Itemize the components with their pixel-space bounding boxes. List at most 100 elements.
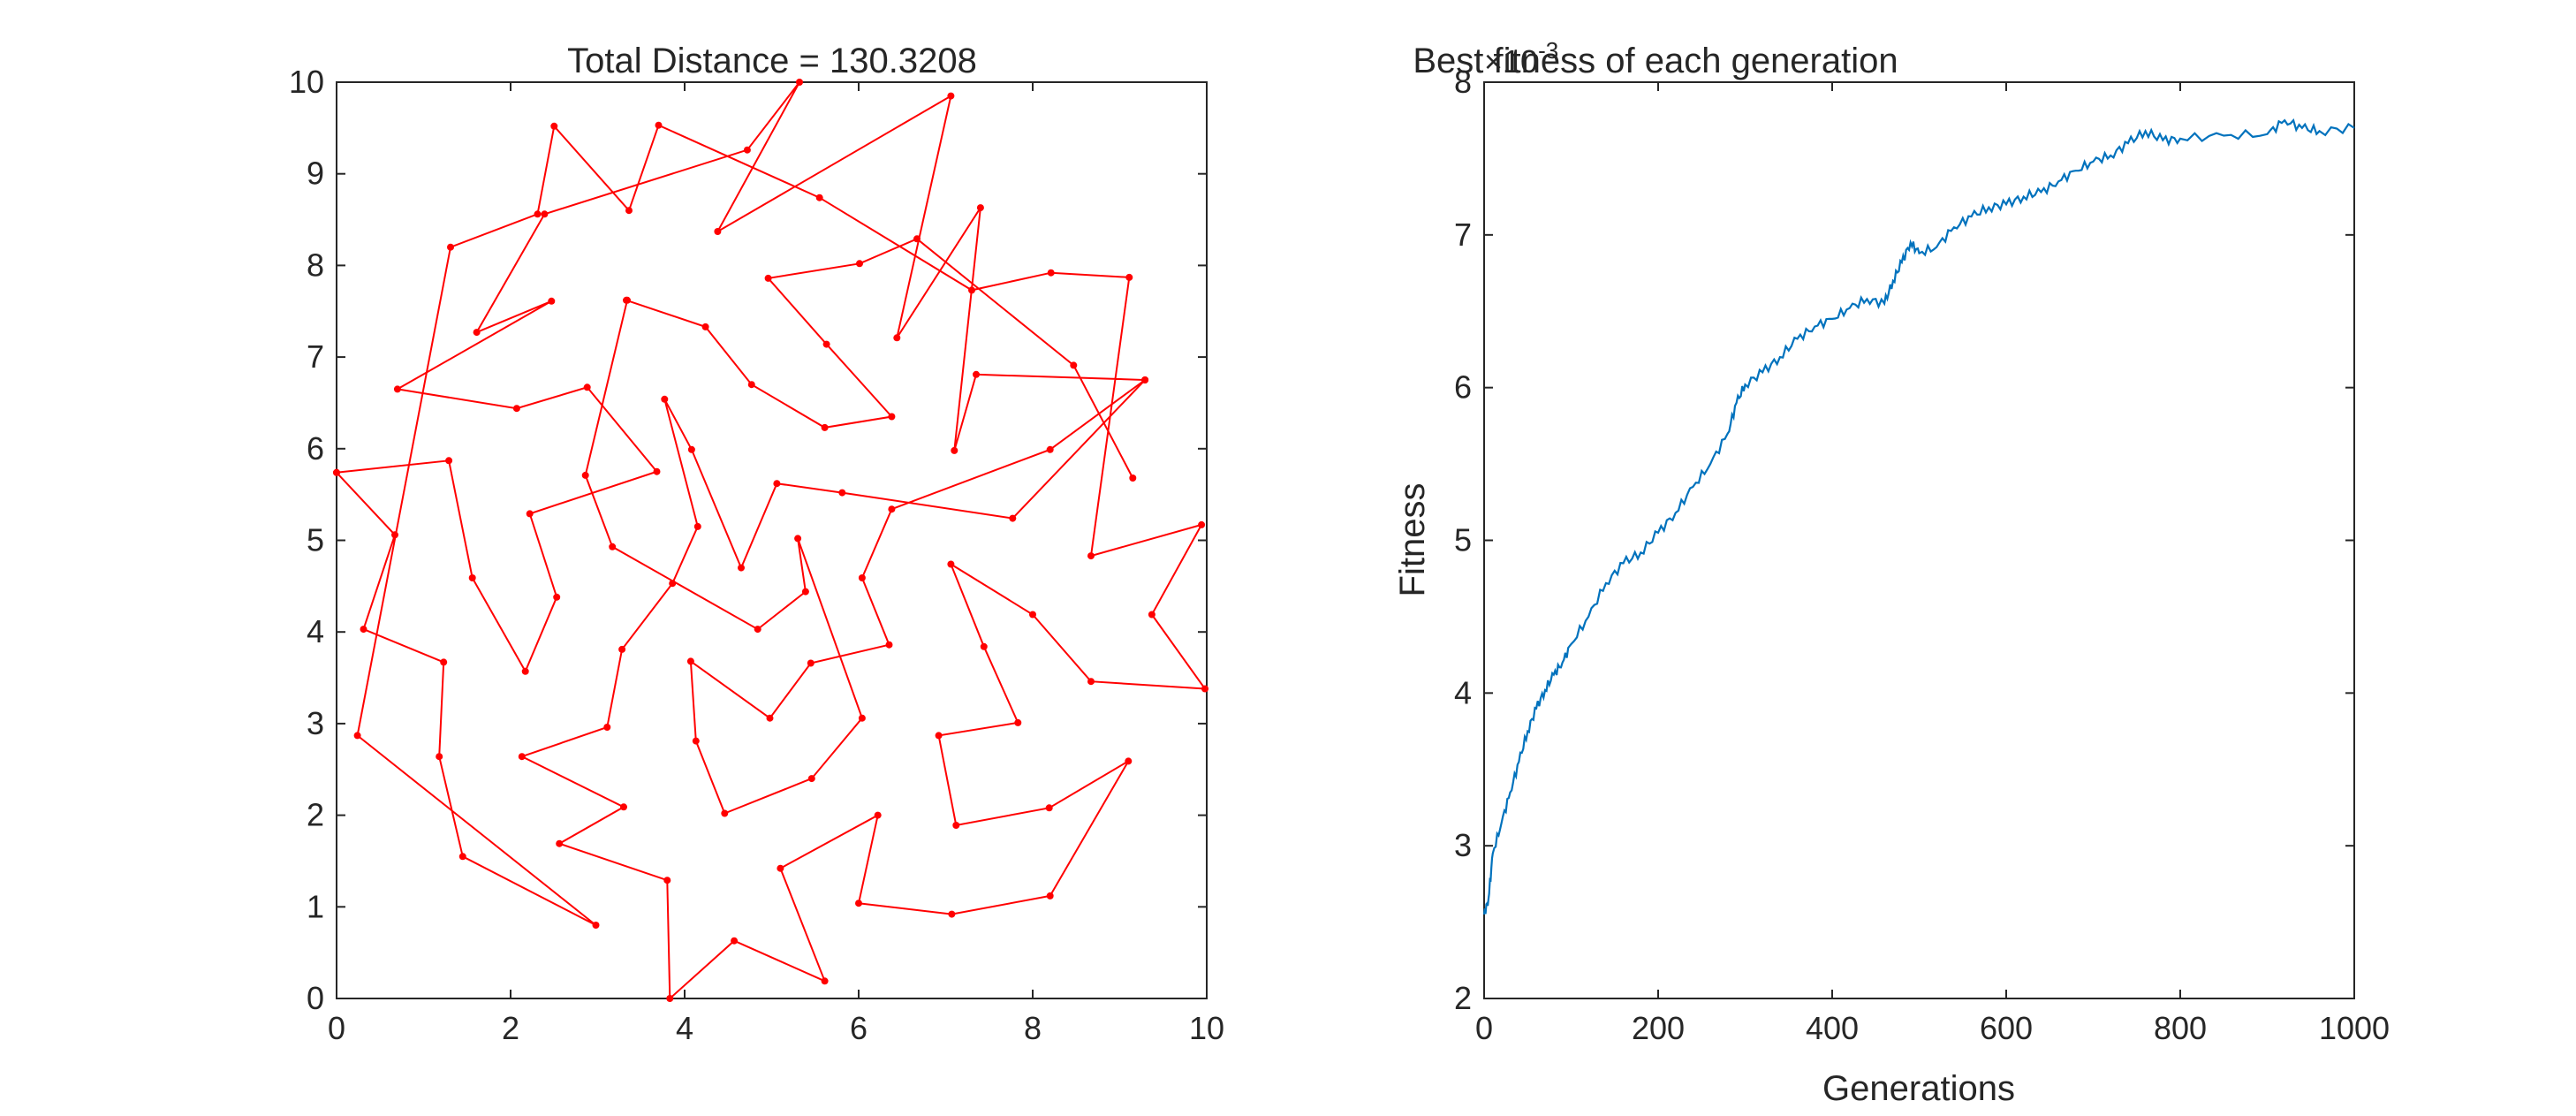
route-path-branch — [584, 300, 1146, 815]
fitness-x-ticks: 0 200 400 600 800 1000 — [1475, 82, 2390, 1046]
route-city-point — [436, 753, 443, 761]
route-plot-title: Total Distance = 130.3208 — [567, 42, 977, 80]
route-x-tick-label: 0 — [328, 1010, 345, 1046]
fitness-plot-axes-box — [1483, 81, 2355, 999]
route-city-point — [794, 535, 802, 543]
route-city-point — [655, 121, 663, 129]
route-city-point — [807, 775, 815, 783]
route-city-point — [592, 922, 600, 929]
route-city-point — [518, 753, 526, 761]
route-y-tick-label: 4 — [307, 613, 324, 649]
route-city-point — [609, 543, 617, 550]
route-city-point — [714, 228, 722, 235]
route-city-point — [393, 385, 401, 393]
route-city-point — [693, 522, 701, 530]
route-city-point — [754, 626, 761, 634]
route-city-point — [822, 340, 830, 348]
route-city-point — [947, 92, 955, 100]
route-y-tick-label: 2 — [307, 797, 324, 833]
fitness-series-line — [1482, 118, 2355, 915]
route-city-point — [692, 737, 700, 745]
route-plot-axes-box — [336, 81, 1208, 999]
route-city-point — [353, 732, 361, 740]
fitness-y-tick-label: 7 — [1454, 216, 1472, 253]
route-city-point — [669, 580, 677, 588]
route-city-point — [1046, 892, 1054, 900]
route-city-point — [721, 809, 729, 817]
route-y-tick-label: 0 — [307, 980, 324, 1016]
route-city-point — [858, 574, 866, 581]
fitness-y-tick-label: 3 — [1454, 827, 1472, 863]
route-city-point — [747, 381, 755, 389]
route-path-line — [336, 81, 1208, 1001]
route-city-point — [581, 471, 589, 479]
route-city-point — [743, 146, 751, 154]
route-city-point — [801, 588, 809, 596]
route-city-point — [391, 531, 398, 539]
route-city-point — [653, 467, 661, 475]
route-city-point — [1087, 552, 1095, 560]
route-city-point — [855, 900, 862, 907]
route-city-point — [968, 286, 975, 294]
route-city-point — [663, 877, 671, 884]
route-city-point — [766, 714, 774, 722]
route-city-point — [468, 574, 476, 581]
route-city-point — [874, 811, 882, 819]
route-city-point — [856, 260, 863, 268]
route-city-point — [447, 243, 454, 251]
route-y-tick-label: 6 — [307, 430, 324, 467]
route-y-tick-label: 10 — [289, 64, 324, 100]
route-x-tick-label: 6 — [850, 1010, 868, 1046]
route-y-ticks: 0 1 2 3 4 5 6 7 8 9 10 — [289, 64, 1207, 1016]
route-city-point — [1029, 611, 1036, 619]
route-city-point — [1045, 804, 1053, 812]
route-city-point — [773, 480, 781, 488]
route-city-point — [976, 204, 984, 212]
route-city-point — [360, 626, 367, 634]
route-city-point — [1129, 474, 1137, 482]
fitness-plot-title: Best fitness of each generation — [1413, 42, 1898, 80]
fitness-x-tick-label: 1000 — [2319, 1010, 2390, 1046]
route-city-point — [935, 732, 943, 740]
route-city-point — [1141, 376, 1149, 383]
route-y-tick-label: 7 — [307, 338, 324, 375]
route-points — [333, 79, 1208, 1002]
route-city-point — [521, 667, 529, 675]
fitness-x-tick-label: 0 — [1475, 1010, 1493, 1046]
route-city-point — [701, 323, 709, 330]
route-city-point — [815, 194, 823, 201]
route-city-point — [821, 977, 829, 985]
route-city-point — [687, 445, 695, 453]
route-city-point — [620, 803, 627, 811]
route-city-point — [738, 564, 745, 572]
route-city-point — [512, 405, 520, 413]
route-city-point — [973, 370, 980, 378]
route-city-point — [777, 864, 784, 872]
route-city-point — [661, 395, 669, 403]
route-city-point — [1125, 273, 1133, 281]
route-city-point — [1046, 445, 1054, 453]
route-city-point — [686, 657, 694, 665]
route-city-point — [980, 642, 988, 650]
route-city-point — [1201, 685, 1208, 693]
route-city-point — [445, 457, 453, 465]
route-y-tick-label: 1 — [307, 888, 324, 924]
route-city-point — [1009, 514, 1017, 522]
fitness-y-ticks: 2 3 4 5 6 7 8 — [1454, 64, 2354, 1016]
route-city-point — [666, 995, 674, 1002]
route-city-point — [624, 296, 631, 304]
route-x-tick-label: 4 — [676, 1010, 693, 1046]
fitness-x-tick-label: 800 — [2154, 1010, 2207, 1046]
route-y-tick-label: 8 — [307, 247, 324, 283]
route-city-point — [440, 658, 448, 666]
route-city-point — [556, 839, 564, 847]
route-city-point — [888, 413, 896, 421]
route-city-point — [603, 724, 611, 731]
route-city-point — [548, 297, 556, 305]
fitness-y-tick-label: 4 — [1454, 674, 1472, 710]
route-city-point — [952, 822, 960, 829]
route-x-tick-label: 2 — [502, 1010, 519, 1046]
fitness-x-tick-label: 200 — [1632, 1010, 1685, 1046]
route-city-point — [1087, 678, 1095, 686]
